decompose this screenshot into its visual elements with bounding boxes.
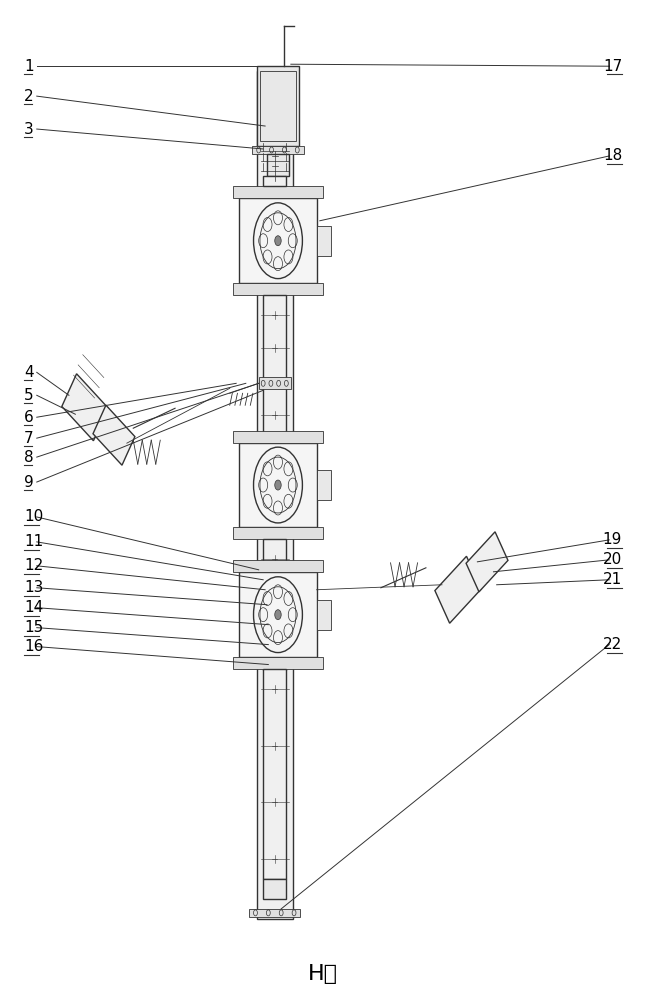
Bar [233, 283, 323, 295]
Text: 14: 14 [24, 600, 43, 615]
Bar [317, 600, 331, 630]
Polygon shape [62, 374, 108, 441]
Bar [267, 154, 289, 176]
Bar [263, 295, 286, 435]
Text: 7: 7 [24, 431, 34, 446]
Text: 18: 18 [603, 148, 622, 163]
Bar [263, 669, 286, 879]
Bar [233, 186, 323, 198]
Text: 15: 15 [24, 620, 43, 635]
Bar [257, 66, 299, 146]
Text: 9: 9 [24, 475, 34, 490]
Bar [240, 572, 317, 657]
Bar [249, 909, 300, 917]
Polygon shape [435, 556, 481, 623]
Text: 8: 8 [24, 450, 34, 465]
Text: 17: 17 [603, 59, 622, 74]
Text: 5: 5 [24, 388, 34, 403]
Polygon shape [93, 405, 135, 465]
Text: 12: 12 [24, 558, 43, 573]
Bar [233, 527, 323, 539]
Bar [317, 226, 331, 256]
Polygon shape [466, 532, 508, 592]
Circle shape [275, 236, 281, 246]
Bar [263, 539, 286, 670]
Bar [240, 198, 317, 283]
Bar [263, 879, 286, 899]
Bar [260, 71, 296, 141]
Bar [233, 560, 323, 572]
Text: 4: 4 [24, 365, 34, 380]
Text: 13: 13 [24, 580, 43, 595]
Text: 2: 2 [24, 89, 34, 104]
Text: H面: H面 [308, 964, 338, 984]
Bar [233, 431, 323, 443]
Circle shape [275, 480, 281, 490]
Text: 1: 1 [24, 59, 34, 74]
Text: 19: 19 [603, 532, 622, 547]
Text: 3: 3 [24, 122, 34, 137]
Bar [240, 443, 317, 527]
Bar [252, 146, 304, 154]
Bar [317, 470, 331, 500]
Text: 6: 6 [24, 410, 34, 425]
Bar [263, 176, 286, 186]
Text: 11: 11 [24, 534, 43, 549]
Text: 10: 10 [24, 509, 43, 524]
Bar [256, 71, 293, 919]
Text: 16: 16 [24, 639, 43, 654]
Bar [258, 377, 291, 389]
Bar [233, 657, 323, 669]
Circle shape [275, 610, 281, 620]
Text: 20: 20 [603, 552, 622, 567]
Text: 22: 22 [603, 637, 622, 652]
Text: 21: 21 [603, 572, 622, 587]
